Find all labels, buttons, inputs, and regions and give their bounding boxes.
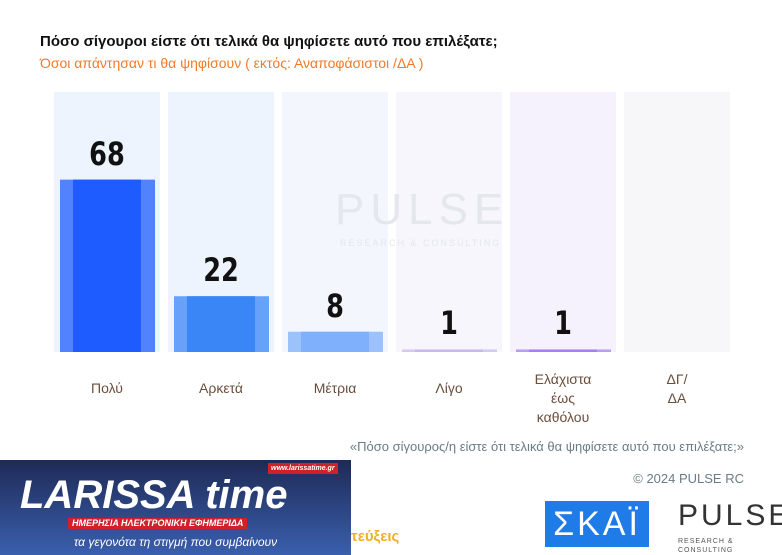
category-label-line: Πολύ bbox=[91, 380, 123, 396]
data-label: 68 bbox=[89, 134, 125, 173]
data-label: 1 bbox=[554, 304, 572, 343]
copyright: © 2024 PULSE RC bbox=[633, 471, 744, 486]
watermark-logo: PULSE bbox=[335, 185, 510, 234]
column-background bbox=[510, 92, 616, 352]
bar-core-2 bbox=[301, 331, 369, 352]
bar-core-1 bbox=[187, 296, 255, 352]
larissatime-banner[interactable]: www.larissatime.gr LARISSA time ΗΜΕΡΗΣΙΑ… bbox=[0, 460, 351, 555]
category-label: Πολύ bbox=[54, 379, 160, 398]
category-label-line: καθόλου bbox=[536, 409, 590, 425]
category-label: Λίγο bbox=[396, 379, 502, 398]
category-label-line: ΔΑ bbox=[667, 390, 687, 406]
cut-text: τεύξεις bbox=[351, 528, 400, 545]
category-label-line: Αρκετά bbox=[199, 380, 243, 396]
data-label: 1 bbox=[440, 304, 458, 343]
larissatime-tagline: τα γεγονότα τη στιγμή που συμβαίνουν bbox=[73, 535, 278, 549]
column-background bbox=[396, 92, 502, 352]
bar-core-3 bbox=[415, 349, 483, 352]
data-label: 22 bbox=[203, 251, 239, 290]
category-label-line: έως bbox=[551, 390, 575, 406]
category-label-line: Μέτρια bbox=[313, 380, 357, 396]
larissatime-url: www.larissatime.gr bbox=[268, 463, 338, 474]
category-label-line: Ελάχιστα bbox=[534, 371, 592, 387]
bar-core-4 bbox=[529, 349, 597, 352]
category-label: Μέτρια bbox=[282, 379, 388, 398]
larissatime-logo: LARISSA time bbox=[20, 473, 288, 517]
chart-title: Πόσο σίγουροι είστε ότι τελικά θα ψηφίσε… bbox=[40, 33, 498, 50]
category-label-line: ΔΓ/ bbox=[666, 371, 688, 387]
pulse-logo-sub: RESEARCH & CONSULTING bbox=[678, 538, 734, 554]
column-background bbox=[282, 92, 388, 352]
category-label: ΔΓ/ΔΑ bbox=[624, 370, 730, 408]
data-label: 8 bbox=[326, 286, 344, 325]
watermark-sub: RESEARCH & CONSULTING bbox=[340, 238, 502, 248]
question-note: «Πόσο σίγουρος/η είστε ότι τελικά θα ψηφ… bbox=[349, 439, 744, 454]
bar-core-0 bbox=[73, 179, 141, 352]
category-label: Ελάχιστα έως καθόλου bbox=[510, 370, 616, 427]
category-label-line: Λίγο bbox=[435, 380, 463, 396]
larissatime-tagline-red: ΗΜΕΡΗΣΙΑ ΗΛΕΚΤΡΟΝΙΚΗ ΕΦΗΜΕΡΙΔΑ bbox=[68, 518, 248, 529]
pulse-logo: PULSE bbox=[678, 499, 782, 532]
category-label: Αρκετά bbox=[168, 379, 274, 398]
bar-chart bbox=[54, 92, 730, 352]
chart-subtitle: Όσοι απάντησαν τι θα ψηφίσουν ( εκτός: Α… bbox=[40, 55, 424, 71]
column-background bbox=[624, 92, 730, 352]
skai-logo: ΣΚΑΪ bbox=[545, 501, 649, 547]
